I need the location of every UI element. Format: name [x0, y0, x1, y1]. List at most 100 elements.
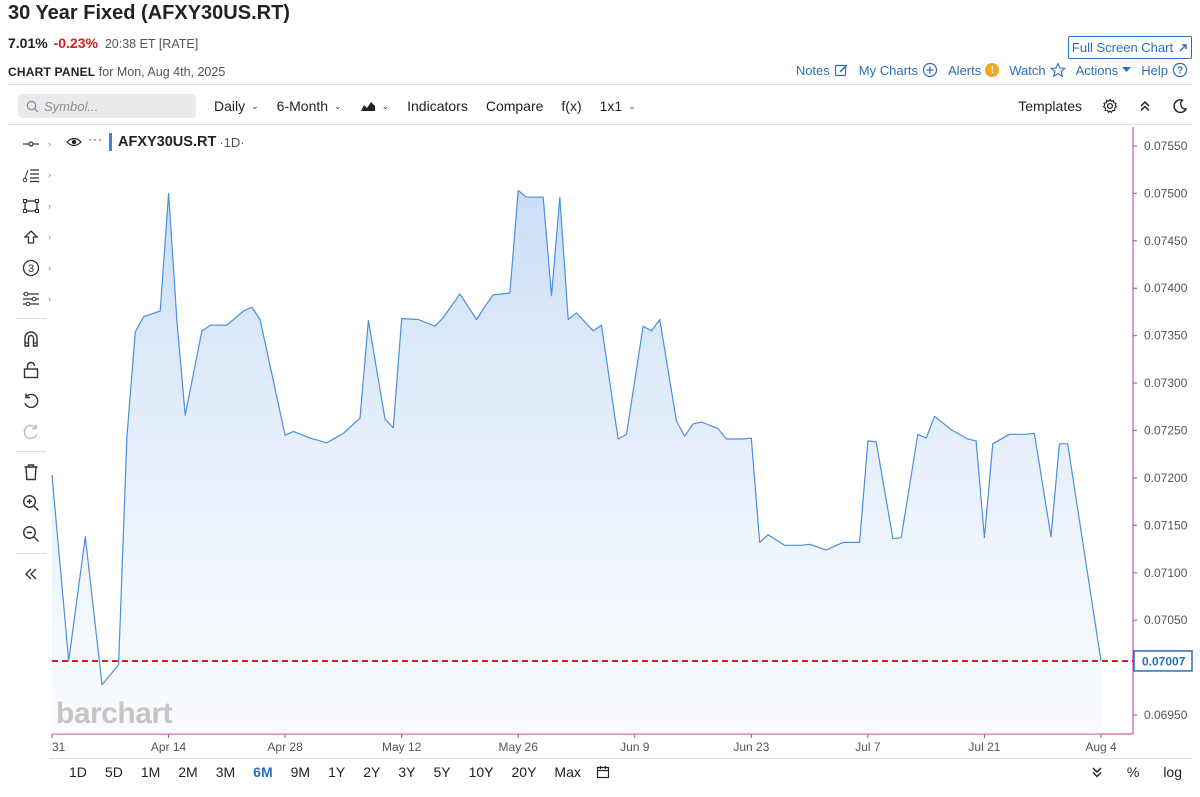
- watch-link[interactable]: Watch: [1009, 62, 1066, 78]
- data-point: [1008, 433, 1010, 435]
- percent-scale-toggle[interactable]: %: [1126, 764, 1140, 780]
- data-point: [142, 316, 144, 318]
- crosshair-tool[interactable]: ›: [10, 128, 52, 159]
- data-point: [759, 541, 761, 543]
- tools-divider: [16, 318, 46, 319]
- range-button-10y[interactable]: 10Y: [468, 764, 494, 780]
- range-button-3y[interactable]: 3Y: [398, 764, 416, 780]
- chart-toolbar: Symbol... Daily ⌄ 6-Month ⌄ ⌄ Indicators…: [10, 90, 1188, 122]
- compare-label: Compare: [485, 98, 544, 114]
- chevron-right-icon: ›: [48, 200, 51, 211]
- range-button-3m[interactable]: 3M: [215, 764, 236, 780]
- data-point: [1025, 433, 1027, 435]
- actions-menu[interactable]: Actions: [1076, 63, 1132, 78]
- data-point: [842, 541, 844, 543]
- symbol-search-input[interactable]: Symbol...: [18, 94, 196, 118]
- fibonacci-tool[interactable]: ›: [10, 283, 52, 314]
- log-scale-toggle[interactable]: log: [1163, 764, 1182, 780]
- last-price: 7.01%: [8, 35, 48, 51]
- interval-dropdown[interactable]: Daily ⌄: [214, 98, 259, 114]
- help-link[interactable]: Help ?: [1141, 62, 1188, 78]
- shape-tool[interactable]: ›: [10, 190, 52, 221]
- moon-icon[interactable]: [1172, 98, 1188, 114]
- x-tick-label: May 12: [382, 740, 422, 754]
- delete-tool[interactable]: [10, 456, 52, 487]
- data-point: [525, 196, 527, 198]
- data-point: [659, 318, 661, 320]
- counter-tool[interactable]: 3 ›: [10, 252, 52, 283]
- arrow-tool[interactable]: ›: [10, 221, 52, 252]
- page-title: 30 Year Fixed (AFXY30US.RT): [8, 2, 290, 24]
- quote-line: 7.01% -0.23% 20:38 ET [RATE]: [8, 35, 198, 51]
- data-point: [201, 330, 203, 332]
- range-divider: [50, 758, 1192, 759]
- data-point: [159, 310, 161, 312]
- double-chevron-down-icon[interactable]: [1091, 766, 1103, 778]
- magnet-tool[interactable]: [10, 323, 52, 354]
- trash-icon: [24, 463, 38, 480]
- templates-button[interactable]: Templates: [1018, 98, 1082, 114]
- data-point: [176, 319, 178, 321]
- zoom-out-tool[interactable]: [10, 518, 52, 549]
- x-tick-label: Apr 28: [267, 740, 303, 754]
- range-button-2y[interactable]: 2Y: [363, 764, 381, 780]
- arrow-up-icon: [23, 229, 39, 244]
- undo-tool[interactable]: [10, 385, 52, 416]
- x-tick-label: Jul 21: [968, 740, 1000, 754]
- gear-icon[interactable]: [1102, 98, 1118, 114]
- data-point: [567, 318, 569, 320]
- period-label: 6-Month: [276, 98, 329, 114]
- y-tick-label: 0.07200: [1144, 471, 1188, 485]
- data-point: [342, 432, 344, 434]
- crosshair-icon: [23, 140, 39, 147]
- y-tick-label: 0.07400: [1144, 281, 1188, 295]
- data-point: [1058, 443, 1060, 445]
- range-button-9m[interactable]: 9M: [290, 764, 311, 780]
- lock-tool[interactable]: [10, 354, 52, 385]
- range-button-1m[interactable]: 1M: [140, 764, 161, 780]
- x-tick-label: 31: [52, 740, 66, 754]
- calendar-icon[interactable]: [596, 765, 610, 779]
- range-button-20y[interactable]: 20Y: [511, 764, 537, 780]
- data-point: [933, 415, 935, 417]
- compare-button[interactable]: Compare: [486, 98, 544, 114]
- chart-type-dropdown[interactable]: ⌄: [360, 100, 389, 112]
- data-point: [625, 433, 627, 435]
- legend-more-icon[interactable]: ···: [88, 132, 103, 146]
- range-button-5d[interactable]: 5D: [104, 764, 123, 780]
- legend-timeframe: ·1D·: [219, 134, 245, 150]
- range-button-1y[interactable]: 1Y: [328, 764, 346, 780]
- chevrons-up-icon[interactable]: [1138, 99, 1152, 113]
- eye-icon[interactable]: [66, 136, 82, 148]
- bottom-right-controls: % log: [1091, 764, 1182, 780]
- data-point: [1033, 432, 1035, 434]
- range-button-5y[interactable]: 5Y: [433, 764, 451, 780]
- collapse-tools-button[interactable]: [10, 558, 52, 589]
- notes-label: Notes: [795, 62, 830, 78]
- redo-tool[interactable]: [10, 416, 52, 447]
- fx-button[interactable]: f(x): [561, 98, 581, 114]
- price-area-fill: [52, 190, 1101, 734]
- layout-dropdown[interactable]: 1x1 ⌄: [600, 98, 636, 114]
- chevron-down-icon: ⌄: [628, 100, 636, 111]
- alerts-link[interactable]: Alerts !: [948, 63, 1000, 78]
- range-button-6m[interactable]: 6M: [253, 764, 273, 780]
- data-point: [442, 316, 444, 318]
- my-charts-link[interactable]: My Charts: [859, 62, 938, 78]
- data-point: [484, 305, 486, 307]
- svg-text:3: 3: [28, 263, 34, 275]
- fx-label: f(x): [561, 98, 582, 114]
- trendline-tool[interactable]: ›: [10, 159, 52, 190]
- data-point: [575, 312, 577, 314]
- y-tick-label: 0.07050: [1144, 613, 1188, 627]
- indicators-button[interactable]: Indicators: [407, 98, 468, 114]
- range-button-1d[interactable]: 1D: [69, 764, 87, 780]
- full-screen-chart-button[interactable]: Full Screen Chart: [1068, 36, 1192, 59]
- range-button-max[interactable]: Max: [554, 764, 581, 780]
- notes-link[interactable]: Notes: [796, 63, 849, 78]
- zoom-in-tool[interactable]: [10, 487, 52, 518]
- period-dropdown[interactable]: 6-Month ⌄: [277, 98, 342, 114]
- price-line[interactable]: [51, 189, 1102, 686]
- range-button-2m[interactable]: 2M: [178, 764, 198, 780]
